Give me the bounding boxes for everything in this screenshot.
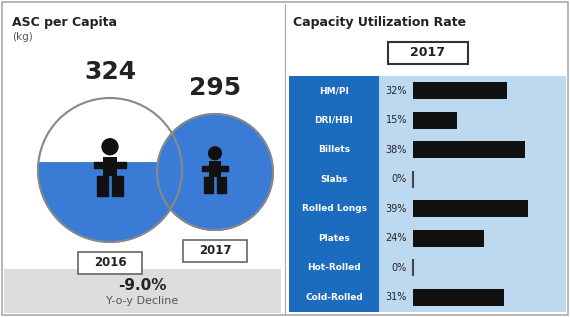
FancyBboxPatch shape — [289, 282, 379, 312]
FancyBboxPatch shape — [209, 161, 221, 177]
Text: ASC per Capita: ASC per Capita — [12, 16, 117, 29]
Text: 31%: 31% — [386, 292, 407, 302]
FancyBboxPatch shape — [413, 82, 507, 99]
Text: 32%: 32% — [385, 86, 407, 96]
FancyBboxPatch shape — [388, 42, 467, 64]
Circle shape — [209, 147, 221, 160]
FancyBboxPatch shape — [413, 141, 525, 158]
Text: 2017: 2017 — [410, 47, 445, 60]
Polygon shape — [157, 114, 273, 230]
Text: DRI/HBI: DRI/HBI — [315, 116, 353, 125]
Text: 324: 324 — [84, 60, 136, 84]
FancyBboxPatch shape — [289, 253, 379, 282]
Text: 2016: 2016 — [93, 256, 127, 269]
Text: 0%: 0% — [392, 263, 407, 273]
FancyBboxPatch shape — [289, 223, 566, 253]
Text: (kg): (kg) — [12, 32, 32, 42]
FancyBboxPatch shape — [289, 194, 566, 223]
Circle shape — [102, 139, 118, 155]
Text: HM/PI: HM/PI — [319, 86, 349, 95]
FancyBboxPatch shape — [413, 112, 457, 128]
FancyBboxPatch shape — [289, 76, 379, 106]
FancyBboxPatch shape — [289, 76, 566, 106]
Text: 39%: 39% — [386, 204, 407, 214]
Text: 24%: 24% — [385, 233, 407, 243]
FancyBboxPatch shape — [4, 269, 281, 313]
FancyBboxPatch shape — [289, 282, 566, 312]
Text: Hot-Rolled: Hot-Rolled — [307, 263, 361, 272]
Text: Plates: Plates — [318, 234, 350, 243]
FancyBboxPatch shape — [289, 253, 566, 282]
Circle shape — [157, 114, 273, 230]
FancyBboxPatch shape — [78, 252, 142, 274]
FancyBboxPatch shape — [289, 165, 566, 194]
Circle shape — [38, 98, 182, 242]
Text: 38%: 38% — [386, 145, 407, 155]
FancyBboxPatch shape — [289, 106, 566, 135]
FancyBboxPatch shape — [289, 135, 379, 165]
FancyBboxPatch shape — [183, 240, 247, 262]
Text: -9.0%: -9.0% — [118, 278, 167, 293]
Text: 2017: 2017 — [199, 244, 231, 257]
FancyBboxPatch shape — [413, 200, 528, 217]
Text: 295: 295 — [189, 76, 241, 100]
FancyBboxPatch shape — [289, 165, 379, 194]
Text: Billets: Billets — [318, 145, 350, 154]
FancyBboxPatch shape — [103, 157, 117, 176]
FancyBboxPatch shape — [289, 194, 379, 223]
Text: Y-o-y Decline: Y-o-y Decline — [107, 296, 178, 306]
Text: 0%: 0% — [392, 174, 407, 184]
FancyBboxPatch shape — [289, 135, 566, 165]
Text: Slabs: Slabs — [320, 175, 348, 184]
FancyBboxPatch shape — [413, 289, 504, 306]
FancyBboxPatch shape — [289, 223, 379, 253]
Text: Rolled Longs: Rolled Longs — [302, 204, 367, 213]
Text: Capacity Utilization Rate: Capacity Utilization Rate — [293, 16, 466, 29]
Text: 15%: 15% — [385, 115, 407, 125]
FancyBboxPatch shape — [289, 106, 379, 135]
Text: Cold-Rolled: Cold-Rolled — [305, 293, 363, 302]
FancyBboxPatch shape — [413, 230, 483, 247]
Polygon shape — [38, 163, 182, 242]
